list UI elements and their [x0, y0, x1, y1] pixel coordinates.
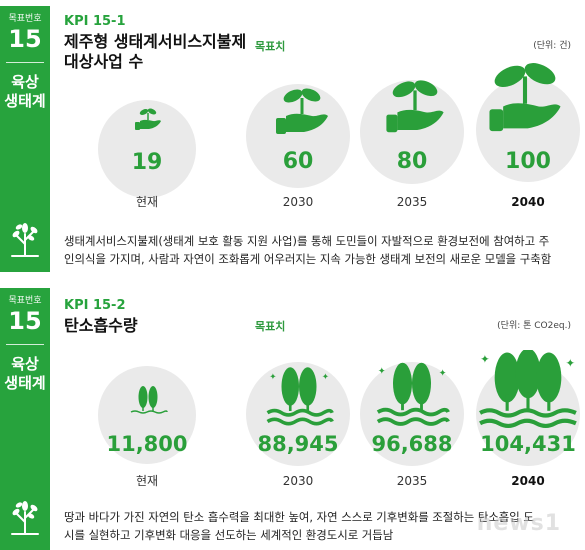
svg-text:✦: ✦ [439, 368, 447, 379]
year-label: 2030 [282, 474, 314, 488]
value-circle [360, 80, 464, 184]
kpi-section-15-1: 목표번호 15 육상 생태계 KPI 15-1 제주형 생태계서비스지불제 대상… [0, 0, 585, 272]
kpi-value: 96,688 [371, 432, 453, 456]
svg-text:✦: ✦ [566, 356, 576, 370]
unit-label: (단위: 톤 CO2eq.) [497, 321, 571, 331]
sidebar-divider [6, 62, 44, 63]
kpi-id: KPI 15-2 [64, 298, 126, 313]
svg-text:✦: ✦ [480, 352, 490, 366]
kpi-description-line1: 생태계서비스지불제(생태계 보호 활동 지원 사업)를 통해 도민들이 자발적으… [64, 234, 550, 248]
kpi-description-line2: 시를 실현하고 기후변화 대응을 선도하는 세계적인 환경도시로 거듭남 [64, 528, 394, 542]
goal-category-line1: 육상 [11, 73, 39, 91]
value-circle [98, 366, 196, 464]
forest-on-waves-icon: ✦ ✦ [376, 362, 450, 426]
year-label: 2035 [396, 474, 428, 488]
plant-in-hand-icon [135, 108, 161, 130]
plant-in-hand-icon [489, 63, 561, 132]
kpi-description-line1: 땅과 바다가 가진 자연의 탄소 흡수력을 최대한 높여, 자연 스스로 기후변… [64, 510, 534, 524]
year-label: 현재 [135, 474, 159, 488]
goal-category-line2: 생태계 [4, 374, 46, 392]
kpi-value: 100 [505, 149, 551, 174]
goal-number: 15 [8, 307, 42, 335]
unit-label: (단위: 건) [533, 41, 571, 51]
svg-text:✦: ✦ [378, 366, 386, 377]
svg-text:✦: ✦ [322, 373, 329, 383]
sidebar-divider [6, 344, 44, 345]
kpi-description: 생태계서비스지불제(생태계 보호 활동 지원 사업)를 통해 도민들이 자발적으… [64, 232, 584, 268]
year-label: 2030 [282, 195, 314, 209]
goal-number-label: 목표번호 [8, 14, 42, 24]
plant-in-hand-icon [386, 80, 444, 133]
value-circle [98, 100, 196, 198]
value-circle [246, 84, 350, 188]
kpi-section-15-2: 목표번호 15 육상 생태계 KPI 15-2 탄소흡수량 목표치 (단위: 톤… [0, 282, 585, 550]
kpi-description-line2: 인의식을 가지며, 사람과 자연이 조화롭게 어우러지는 지속 가능한 생태계 … [64, 252, 552, 266]
kpi-value: 11,800 [106, 432, 188, 456]
goal-number-label: 목표번호 [8, 296, 42, 306]
year-label: 2040 [511, 474, 545, 488]
kpi-value: 88,945 [257, 432, 339, 456]
goal-sidebar: 목표번호 15 육상 생태계 [0, 6, 50, 272]
kpi-value: 19 [131, 150, 163, 175]
year-label: 현재 [135, 195, 159, 209]
goal-category-line1: 육상 [11, 355, 39, 373]
tree-icon [11, 501, 39, 535]
kpi-value: 80 [396, 149, 428, 174]
tree-icon [11, 223, 39, 257]
watermark-logo: news1 [476, 511, 561, 536]
goal-sidebar: 목표번호 15 육상 생태계 [0, 288, 50, 550]
kpi-title: 제주형 생태계서비스지불제 대상사업 수 [64, 32, 264, 72]
svg-text:✦: ✦ [269, 373, 276, 383]
goal-category-line2: 생태계 [4, 92, 46, 110]
kpi-description: 땅과 바다가 가진 자연의 탄소 흡수력을 최대한 높여, 자연 스스로 기후변… [64, 508, 584, 544]
kpi-id: KPI 15-1 [64, 14, 126, 29]
kpi-title-line1: 제주형 생태계서비스지불제 [64, 32, 247, 51]
goal-number: 15 [8, 25, 42, 53]
target-label: 목표치 [255, 40, 286, 53]
target-label: 목표치 [255, 320, 286, 333]
kpi-value: 104,431 [480, 432, 576, 456]
forest-on-waves-icon [130, 386, 168, 414]
forest-on-waves-icon: ✦ ✦ [479, 350, 577, 429]
kpi-title-line2: 대상사업 수 [64, 52, 144, 71]
kpi-title: 탄소흡수량 [64, 316, 264, 336]
year-label: 2035 [396, 195, 428, 209]
kpi-title-line1: 탄소흡수량 [64, 316, 138, 335]
plant-in-hand-icon [276, 88, 328, 134]
year-label: 2040 [511, 195, 545, 209]
kpi-value: 60 [282, 149, 314, 174]
value-circle [360, 362, 464, 466]
forest-on-waves-icon: ✦ ✦ [266, 367, 334, 426]
